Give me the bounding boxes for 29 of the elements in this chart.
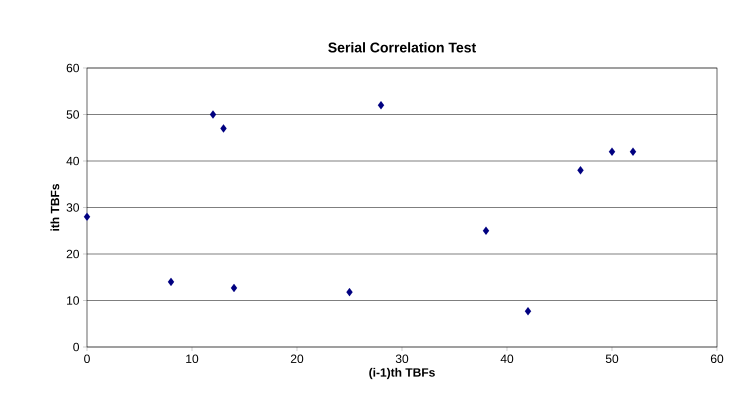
x-tick-label: 50 (606, 354, 618, 364)
point (378, 101, 384, 110)
point (220, 124, 227, 133)
x-tick-label: 40 (500, 354, 514, 364)
y-tick-label: 40 (66, 156, 80, 166)
x-tick-label: 0 (84, 354, 90, 364)
point (230, 284, 238, 292)
x-tick-label: 30 (396, 354, 408, 364)
x-tick-label: 10 (186, 354, 198, 364)
chart-title: Serial Correlation Test (328, 42, 476, 52)
y-tick-label: 50 (66, 110, 80, 119)
x-tick-label: 20 (290, 354, 304, 364)
y-tick-label: 10 (67, 296, 80, 305)
point (524, 306, 532, 316)
y-tick-label: 30 (66, 203, 80, 212)
point (346, 288, 353, 296)
y-tick-label: 60 (66, 64, 80, 72)
y-tick-label: 0 (73, 342, 80, 352)
x-axis-title: (i-1)th TBFs (369, 368, 435, 380)
point (210, 110, 216, 119)
point (577, 166, 584, 174)
y-axis-title: ith TBFs (50, 184, 60, 231)
x-tick-label: 60 (710, 354, 724, 364)
point (84, 212, 90, 221)
point (168, 278, 174, 286)
point (482, 226, 490, 235)
y-tick-label: 20 (66, 250, 80, 258)
point (608, 148, 616, 156)
point (630, 148, 636, 156)
